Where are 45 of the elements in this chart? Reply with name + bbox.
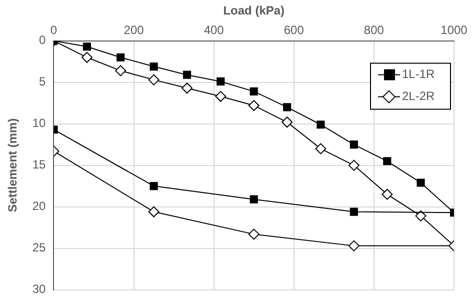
legend-label: 2L-2R: [402, 89, 436, 104]
x-tick-label: 200: [124, 22, 144, 37]
point: [382, 188, 393, 200]
point: [348, 240, 360, 252]
point: [350, 140, 358, 149]
point: [283, 103, 292, 112]
y-tick-label: 15: [32, 158, 46, 172]
point: [150, 182, 158, 190]
point: [116, 53, 125, 62]
point: [150, 62, 158, 71]
y-tick-label: 0: [39, 33, 46, 48]
point: [248, 100, 260, 112]
point: [348, 160, 360, 171]
legend-label: 1L-1R: [402, 67, 436, 82]
point: [282, 116, 293, 128]
point: [182, 70, 192, 79]
point: [248, 228, 260, 240]
point: [350, 208, 358, 216]
point: [415, 210, 426, 222]
point: [383, 157, 392, 166]
y-tick-label: 30: [32, 282, 46, 296]
x-tick-label: 400: [204, 22, 224, 37]
x-axis-title: Load (kPa): [223, 4, 285, 18]
y-axis-title: Settlement (mm): [6, 118, 20, 212]
point: [148, 206, 160, 218]
x-tick-label: 1000: [440, 22, 468, 37]
x-tick-label: 600: [284, 22, 304, 37]
y-tick-label: 10: [32, 116, 46, 130]
x-tick-label: 0: [50, 22, 58, 37]
y-tick-label: 5: [39, 74, 46, 89]
point: [250, 87, 258, 96]
point: [250, 195, 258, 204]
point: [81, 52, 92, 63]
y-tick-label: 25: [32, 240, 46, 255]
point: [315, 143, 326, 154]
x-tick-label: 800: [364, 22, 384, 37]
point: [216, 77, 225, 86]
point: [316, 120, 325, 129]
point: [82, 42, 92, 51]
point: [215, 90, 226, 102]
y-tick-label: 20: [32, 199, 46, 214]
point: [416, 178, 425, 187]
point: [182, 82, 193, 94]
point: [115, 65, 126, 76]
point: [148, 74, 160, 86]
